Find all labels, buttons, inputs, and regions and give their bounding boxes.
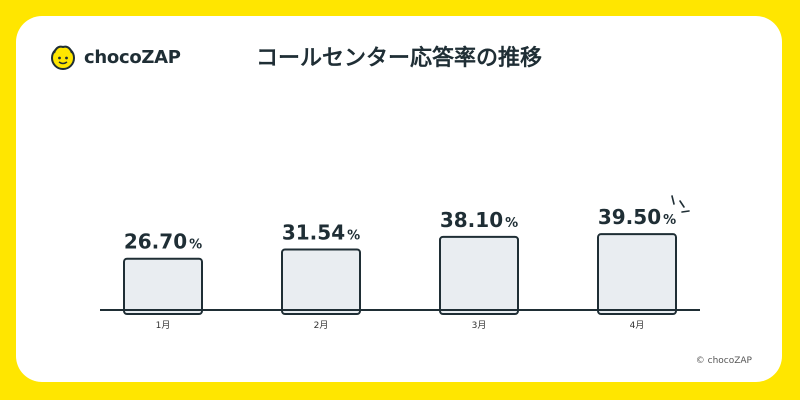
brand-logo: chocoZAP — [48, 42, 181, 72]
bars-group: 26.70 % 1月 31.54 % 2月 38.10 % 3月 39.50 % 4月 — [123, 205, 677, 331]
highlight-sparkle-icon — [671, 195, 690, 213]
x-tick-label-2: 2月 — [314, 320, 329, 331]
bar-3 — [439, 235, 519, 316]
chart-card: chocoZAP コールセンター応答率の推移 © chocoZAP — [16, 16, 782, 382]
data-label-1: 26.70% — [124, 230, 202, 254]
x-tick-label-3: 3月 — [472, 320, 487, 331]
choco-mascot-icon — [51, 45, 75, 70]
bar-2 — [281, 248, 361, 316]
bar-4 — [597, 233, 677, 315]
bar-1 — [123, 257, 203, 315]
brand-name: chocoZAP — [84, 46, 181, 68]
data-label-3: 38.10% — [440, 208, 518, 232]
copyright-text: © chocoZAP — [695, 356, 752, 366]
page-title: コールセンター応答率の推移 — [255, 46, 542, 71]
data-label-4: 39.50% — [598, 205, 676, 229]
data-label-2: 31.54% — [282, 220, 360, 244]
x-tick-label-4: 4月 — [630, 320, 645, 331]
x-tick-label-1: 1月 — [156, 320, 171, 331]
